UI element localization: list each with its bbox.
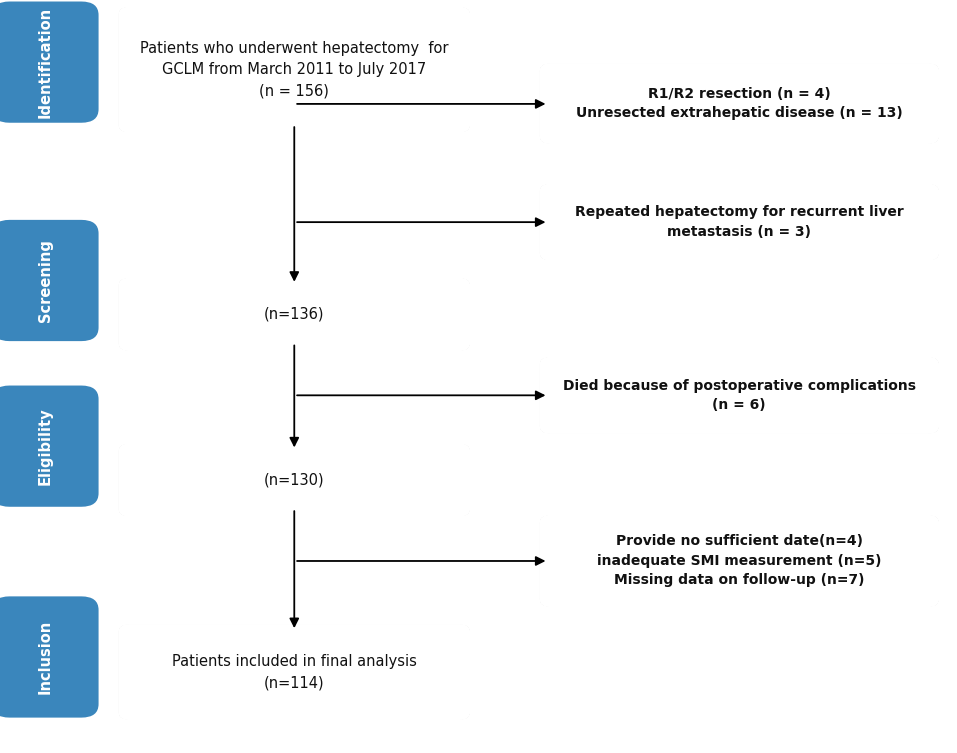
Text: Patients who underwent hepatectomy  for
GCLM from March 2011 to July 2017
(n = 1: Patients who underwent hepatectomy for G… <box>140 41 449 98</box>
FancyBboxPatch shape <box>539 356 940 434</box>
Text: Identification: Identification <box>38 7 53 117</box>
FancyBboxPatch shape <box>0 2 99 123</box>
FancyBboxPatch shape <box>118 443 471 517</box>
Text: (n=130): (n=130) <box>264 473 324 487</box>
FancyBboxPatch shape <box>118 623 471 721</box>
FancyBboxPatch shape <box>539 62 940 145</box>
Text: Patients included in final analysis
(n=114): Patients included in final analysis (n=1… <box>172 654 416 690</box>
Text: (n=136): (n=136) <box>264 307 324 322</box>
Text: Provide no sufficient date(n=4)
inadequate SMI measurement (n=5)
Missing data on: Provide no sufficient date(n=4) inadequa… <box>597 535 881 587</box>
Text: Eligibility: Eligibility <box>38 407 53 485</box>
Text: Repeated hepatectomy for recurrent liver
metastasis (n = 3): Repeated hepatectomy for recurrent liver… <box>575 206 903 239</box>
FancyBboxPatch shape <box>0 220 99 341</box>
FancyBboxPatch shape <box>118 277 471 352</box>
Text: Died because of postoperative complications
(n = 6): Died because of postoperative complicati… <box>563 379 916 412</box>
FancyBboxPatch shape <box>118 6 471 133</box>
FancyBboxPatch shape <box>0 596 99 718</box>
Text: Screening: Screening <box>38 239 53 322</box>
FancyBboxPatch shape <box>539 514 940 608</box>
FancyBboxPatch shape <box>539 183 940 261</box>
Text: R1/R2 resection (n = 4)
Unresected extrahepatic disease (n = 13): R1/R2 resection (n = 4) Unresected extra… <box>576 87 902 120</box>
FancyBboxPatch shape <box>0 386 99 507</box>
Text: Inclusion: Inclusion <box>38 620 53 694</box>
